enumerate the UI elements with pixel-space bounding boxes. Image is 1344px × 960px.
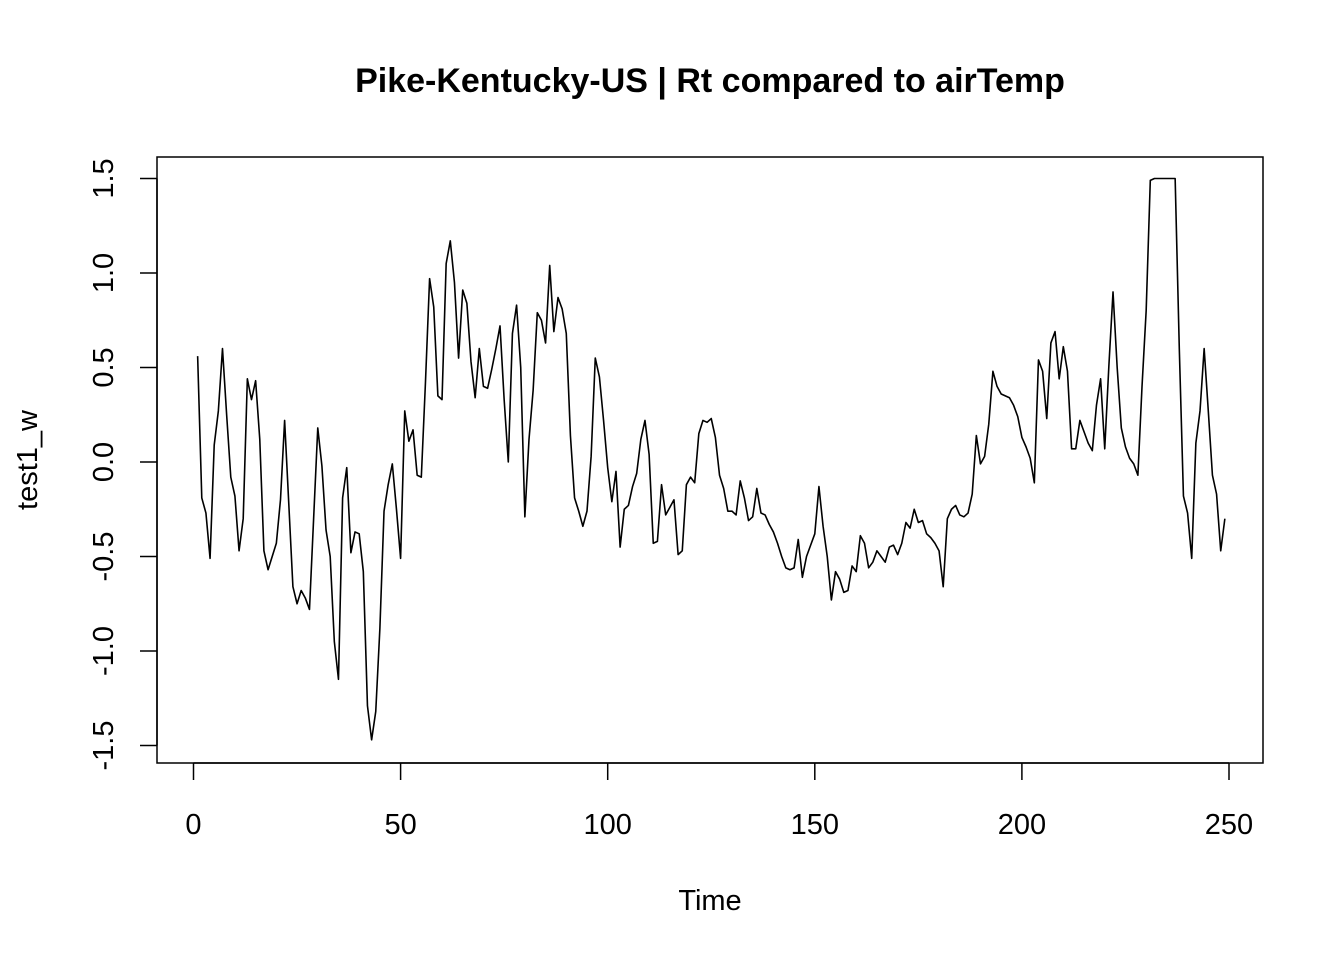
series-layer <box>196 177 1226 741</box>
y-tick-label: -1.0 <box>88 626 120 676</box>
y-tick-label: 1.0 <box>88 253 120 293</box>
chart-title: Pike-Kentucky-US | Rt compared to airTem… <box>355 62 1065 100</box>
y-tick-label: -0.5 <box>88 532 120 582</box>
x-tick-label: 250 <box>1205 809 1253 841</box>
y-tick-label: -1.5 <box>88 721 120 771</box>
x-tick-label: 0 <box>185 809 201 841</box>
series-line <box>196 177 1226 741</box>
x-tick-label: 150 <box>791 809 839 841</box>
y-axis: -1.5 -1.0 -0.5 0.0 0.5 1.0 1.5 <box>88 158 158 771</box>
y-axis-label: test1_w <box>12 409 44 510</box>
x-tick-label: 100 <box>584 809 632 841</box>
y-tick-label: 0.5 <box>88 347 120 387</box>
y-tick-label: 0.0 <box>88 442 120 482</box>
plot-area-frame <box>156 156 1264 764</box>
y-tick-label: 1.5 <box>88 158 120 198</box>
x-tick-label: 50 <box>384 809 416 841</box>
x-tick-label: 200 <box>998 809 1046 841</box>
x-axis-label: Time <box>678 885 741 917</box>
x-axis: 0 50 100 150 200 250 <box>185 762 1253 841</box>
